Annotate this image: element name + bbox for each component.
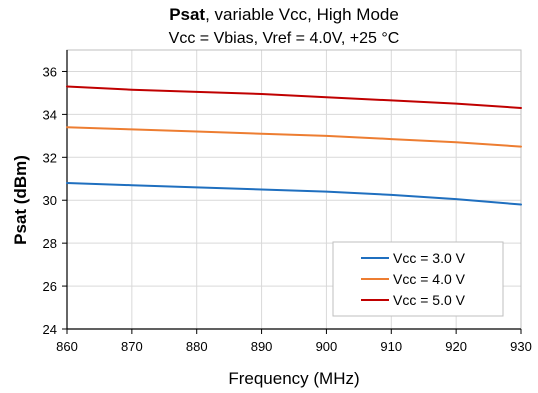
x-tick-label: 930	[510, 339, 532, 354]
chart-title: Psat, variable Vcc, High Mode	[169, 5, 399, 24]
x-tick-label: 910	[380, 339, 402, 354]
axes	[62, 49, 522, 334]
legend: Vcc = 3.0 V Vcc = 4.0 V Vcc = 5.0 V	[332, 241, 504, 317]
x-tick-label: 870	[121, 339, 143, 354]
chart-title-bold: Psat	[169, 5, 205, 24]
series-line-2	[66, 126, 522, 148]
series-line-1	[66, 182, 522, 206]
legend-label-3: Vcc = 5.0 V	[393, 292, 466, 308]
y-tick-label: 34	[43, 107, 57, 122]
x-tick-label: 860	[56, 339, 78, 354]
y-tick-label: 32	[43, 150, 57, 165]
y-tick-label: 36	[43, 64, 57, 79]
x-tick-label: 890	[251, 339, 273, 354]
series-line-3	[66, 85, 522, 109]
x-axis-label: Frequency (MHz)	[228, 369, 359, 388]
x-tick-label: 920	[445, 339, 467, 354]
x-tick-label: 900	[316, 339, 338, 354]
y-axis-label: Psat (dBm)	[11, 155, 30, 245]
legend-label-2: Vcc = 4.0 V	[393, 271, 466, 287]
x-tick-label: 880	[186, 339, 208, 354]
tick-labels: 860 870 880 890 900 910 920 930 24 26 28 30 32 34 36	[43, 64, 532, 354]
chart-subtitle: Vcc = Vbias, Vref = 4.0V, +25 °C	[169, 30, 400, 47]
series-lines	[66, 85, 522, 206]
chart-title-rest: , variable Vcc, High Mode	[205, 5, 399, 24]
y-tick-label: 30	[43, 193, 57, 208]
legend-label-1: Vcc = 3.0 V	[393, 250, 466, 266]
y-tick-label: 28	[43, 236, 57, 251]
y-tick-label: 26	[43, 279, 57, 294]
y-tick-label: 24	[43, 322, 57, 337]
